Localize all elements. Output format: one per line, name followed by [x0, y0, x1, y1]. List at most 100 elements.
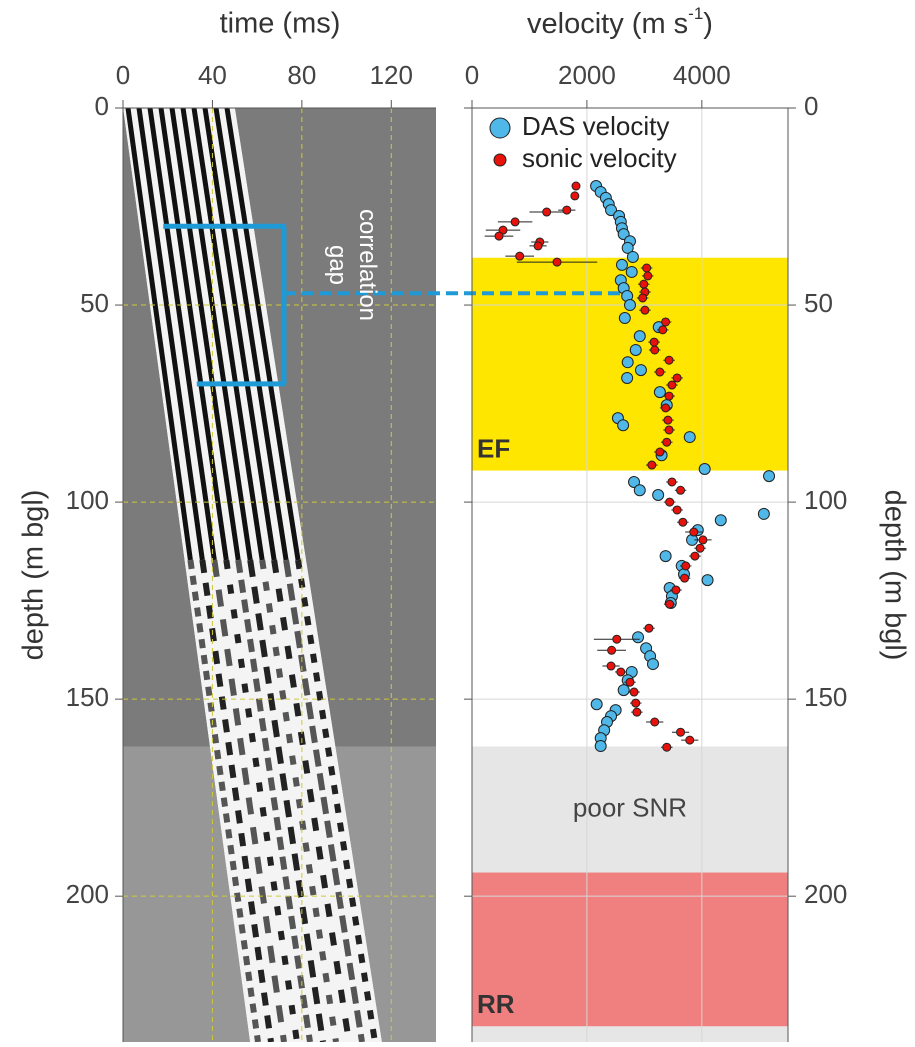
x-tick-label: 120 — [370, 60, 413, 90]
gap-annotation: correlationgap — [324, 209, 381, 321]
data-point — [676, 727, 686, 737]
legend-marker — [489, 117, 511, 139]
left-x-label: time (ms) — [220, 8, 341, 40]
seismic-stripe — [202, 108, 277, 561]
seismic-stripe — [180, 108, 253, 561]
seismic-stripe — [191, 108, 265, 561]
seismic-stripe — [283, 559, 365, 1042]
band-label: RR — [477, 989, 515, 1019]
data-point — [639, 279, 649, 289]
data-point — [664, 355, 674, 365]
band-label: poor SNR — [573, 792, 687, 822]
data-point — [659, 550, 672, 563]
data-point — [552, 257, 562, 267]
data-point — [685, 735, 695, 745]
data-point — [672, 505, 682, 515]
data-point — [640, 305, 650, 315]
data-point — [494, 231, 504, 241]
data-point — [698, 462, 711, 475]
data-point — [653, 386, 666, 399]
data-point — [643, 271, 653, 281]
data-point — [676, 485, 686, 495]
seismic-stripe — [199, 559, 274, 1042]
data-point — [655, 367, 665, 377]
data-point — [701, 574, 714, 587]
data-point — [633, 330, 646, 343]
data-point — [625, 677, 635, 687]
data-point — [661, 317, 671, 327]
x-tick-label: 2000 — [558, 60, 616, 90]
left-y-label: depth (m bgl) — [18, 490, 50, 661]
data-point — [571, 181, 581, 191]
data-point — [632, 631, 645, 644]
data-point — [642, 263, 652, 273]
data-point — [662, 742, 672, 752]
y-tick-label: 100 — [804, 485, 847, 515]
data-point — [714, 514, 727, 527]
legend-marker — [493, 153, 507, 167]
data-point — [672, 373, 682, 383]
data-point — [646, 658, 659, 671]
y-tick-label: 100 — [66, 485, 109, 515]
seismic-stripe — [147, 108, 217, 561]
data-point — [695, 543, 705, 553]
right-x-label-end: ) — [703, 8, 713, 40]
data-point — [607, 645, 617, 655]
data-point — [665, 497, 675, 507]
data-point — [689, 527, 699, 537]
seismic-stripe — [223, 559, 300, 1042]
seismic-stripe — [271, 559, 352, 1042]
data-point — [662, 437, 672, 447]
data-point — [652, 488, 665, 501]
data-point — [594, 740, 607, 753]
seismic-stripe — [158, 108, 229, 561]
legend-label: sonic velocity — [522, 143, 677, 173]
seismic-stripe — [136, 108, 205, 561]
right-y-label: depth (m bgl) — [878, 490, 910, 661]
seismic-stripe — [295, 559, 378, 1042]
data-point — [661, 403, 671, 413]
data-point — [631, 698, 641, 708]
data-point — [618, 312, 631, 325]
data-point — [650, 345, 660, 355]
gap-annotation-line: gap — [324, 245, 351, 285]
data-point — [562, 205, 572, 215]
data-point — [763, 470, 776, 483]
data-point — [757, 507, 770, 520]
seismic-stripe — [247, 559, 326, 1042]
data-point — [663, 415, 673, 425]
data-point — [698, 535, 708, 545]
seismic-stripe — [213, 108, 289, 561]
x-tick-label: 0 — [465, 60, 479, 90]
y-tick-label: 0 — [95, 91, 109, 121]
y-tick-label: 150 — [804, 682, 847, 712]
data-point — [628, 475, 641, 488]
data-point — [626, 250, 639, 263]
right-x-label: velocity (m s-1) — [527, 4, 713, 39]
seismic-stripe — [259, 559, 339, 1042]
right-x-label-main: velocity (m s — [527, 8, 688, 40]
data-point — [664, 391, 674, 401]
data-point — [612, 634, 622, 644]
data-point — [515, 251, 525, 261]
data-point — [633, 484, 646, 497]
seismic-stripe — [211, 559, 287, 1042]
data-point — [671, 585, 681, 595]
data-point — [667, 477, 677, 487]
data-point — [542, 207, 552, 217]
data-point — [629, 343, 642, 356]
data-point — [617, 419, 630, 432]
data-point — [625, 265, 638, 278]
data-point — [647, 460, 657, 470]
data-point — [650, 717, 660, 727]
data-point — [644, 623, 654, 633]
right-x-label-sup: -1 — [688, 4, 703, 23]
data-point — [617, 684, 630, 697]
seismic-stripe — [187, 559, 261, 1042]
data-point — [570, 191, 580, 201]
x-tick-label: 0 — [116, 60, 130, 90]
data-point — [665, 599, 675, 609]
data-point — [510, 217, 520, 227]
